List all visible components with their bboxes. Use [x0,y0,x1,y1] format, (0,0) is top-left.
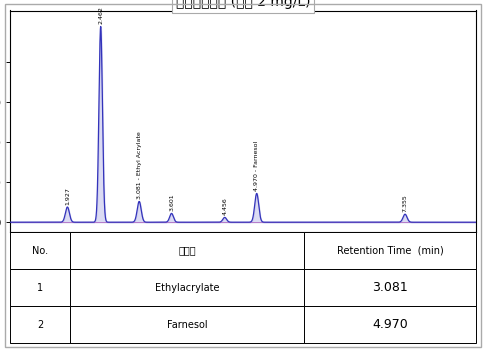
FancyBboxPatch shape [70,232,304,269]
Text: 2.462: 2.462 [98,7,103,24]
Text: Farnesol: Farnesol [167,320,208,330]
FancyBboxPatch shape [10,232,70,269]
Text: 3.601: 3.601 [169,194,174,211]
Text: 1.927: 1.927 [65,187,70,205]
Text: 3.081: 3.081 [372,281,408,294]
Title: 크로마토그램 (농도 2 mg/L): 크로마토그램 (농도 2 mg/L) [176,0,310,9]
FancyBboxPatch shape [70,269,304,306]
Text: Ethylacrylate: Ethylacrylate [155,282,219,293]
Text: 2: 2 [37,320,43,330]
FancyBboxPatch shape [70,306,304,343]
Text: 7.355: 7.355 [402,195,408,212]
Text: 4.456: 4.456 [222,198,227,215]
FancyBboxPatch shape [10,269,70,306]
Text: 3.081 - Ethyl Acrylate: 3.081 - Ethyl Acrylate [137,132,142,199]
FancyBboxPatch shape [304,269,476,306]
Text: 4.970: 4.970 [372,318,408,331]
Text: 1: 1 [37,282,43,293]
FancyBboxPatch shape [304,306,476,343]
Text: Retention Time  (min): Retention Time (min) [337,246,443,256]
FancyBboxPatch shape [10,306,70,343]
Text: 물질명: 물질명 [178,246,196,256]
Text: No.: No. [32,246,48,256]
Text: 4.970 - Farnesol: 4.970 - Farnesol [254,141,259,191]
FancyBboxPatch shape [304,232,476,269]
